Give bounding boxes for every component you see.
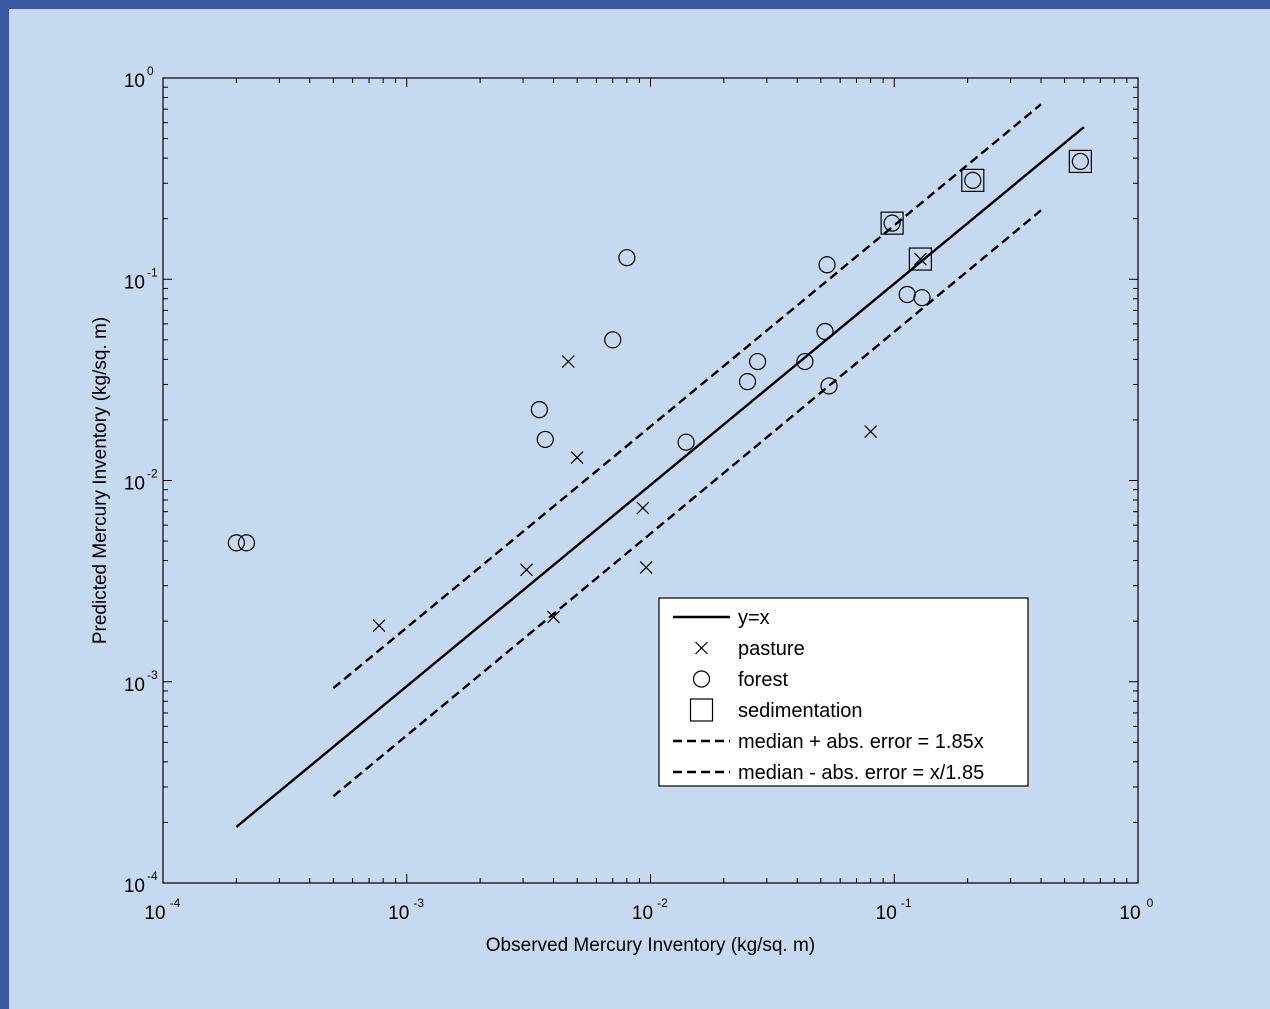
x-tick-labels: 10 -4 10 -3 10 -2 10 -1 10 0 bbox=[144, 896, 1153, 924]
x-tick-label: 10 bbox=[632, 903, 653, 924]
forest-point bbox=[227, 534, 245, 552]
forest-point bbox=[898, 285, 916, 304]
forest-point bbox=[818, 256, 836, 274]
x-marker-stroke bbox=[864, 425, 878, 439]
y-tick-exponent: 0 bbox=[147, 64, 154, 78]
x-marker-stroke bbox=[547, 610, 560, 624]
pasture-point bbox=[913, 252, 927, 266]
identity-line bbox=[235, 126, 1085, 828]
legend-label: pasture bbox=[738, 638, 805, 660]
y-tick-label: 10 bbox=[124, 272, 145, 293]
upper-error-line bbox=[332, 103, 1042, 690]
forest-point bbox=[796, 352, 814, 371]
pasture-point bbox=[864, 425, 878, 439]
forest-point bbox=[677, 433, 695, 451]
x-tick-exponent: -3 bbox=[413, 896, 424, 910]
forest-point bbox=[738, 373, 757, 391]
legend-label: forest bbox=[738, 669, 788, 691]
pasture-point bbox=[639, 560, 653, 574]
y-tick-label: 10 bbox=[124, 71, 145, 92]
y-tick-exponent: -2 bbox=[147, 467, 158, 481]
x-tick-label: 10 bbox=[388, 903, 409, 924]
legend-label: median - abs. error = x/1.85 bbox=[738, 762, 984, 784]
minor-ticks bbox=[163, 78, 1138, 883]
forest-point bbox=[237, 534, 256, 552]
legend-circle-marker bbox=[692, 670, 711, 688]
y-tick-label: 10 bbox=[124, 675, 145, 696]
pasture-point bbox=[636, 501, 650, 515]
legend-label: median + abs. error = 1.85x bbox=[738, 731, 984, 753]
x-tick-label: 10 bbox=[876, 903, 897, 924]
forest-point bbox=[964, 171, 982, 189]
x-marker-stroke bbox=[561, 355, 575, 368]
major-ticks bbox=[162, 77, 1139, 884]
forest-point bbox=[618, 249, 636, 267]
sedimentation-point bbox=[880, 211, 904, 235]
sedimentation-point bbox=[908, 247, 932, 271]
x-marker-stroke bbox=[639, 560, 653, 574]
forest-point bbox=[883, 214, 901, 232]
forest-point bbox=[530, 401, 548, 419]
pasture-point bbox=[520, 563, 533, 577]
pasture-point bbox=[547, 610, 560, 624]
data-points bbox=[227, 149, 1092, 633]
frame-top-bar bbox=[0, 0, 1270, 9]
forest-point bbox=[820, 377, 838, 395]
pasture-point bbox=[372, 619, 386, 633]
x-tick-exponent: -4 bbox=[170, 896, 181, 910]
forest-point bbox=[604, 331, 622, 349]
forest-point bbox=[748, 352, 767, 371]
forest-point bbox=[913, 289, 931, 307]
x-marker-stroke bbox=[913, 252, 927, 266]
pasture-point bbox=[561, 355, 575, 368]
y-tick-label: 10 bbox=[124, 876, 145, 897]
legend-label: y=x bbox=[738, 607, 770, 629]
x-marker-stroke bbox=[372, 619, 386, 633]
x-marker-stroke bbox=[570, 451, 584, 464]
y-tick-label: 10 bbox=[124, 474, 145, 495]
x-tick-label: 10 bbox=[144, 903, 165, 924]
x-tick-exponent: -1 bbox=[901, 896, 912, 910]
y-tick-exponent: -3 bbox=[147, 668, 158, 682]
x-marker-stroke bbox=[636, 501, 650, 515]
y-axis-title: Predicted Mercury Inventory (kg/sq. m) bbox=[90, 317, 111, 644]
y-tick-exponent: -4 bbox=[147, 869, 158, 883]
frame-left-bar bbox=[0, 0, 9, 1009]
sedimentation-point bbox=[1068, 149, 1092, 174]
forest-point bbox=[1071, 152, 1089, 171]
x-marker-stroke bbox=[695, 641, 708, 655]
x-tick-exponent: -2 bbox=[657, 896, 668, 910]
legend-square-marker bbox=[689, 698, 714, 722]
forest-point bbox=[536, 430, 554, 449]
legend-box bbox=[658, 597, 1029, 787]
legend-label: sedimentation bbox=[738, 700, 863, 722]
pasture-point bbox=[570, 451, 584, 464]
x-marker-stroke bbox=[520, 563, 533, 577]
sedimentation-point bbox=[961, 168, 985, 192]
reference-lines bbox=[235, 103, 1085, 828]
legend: y=x pasture forest sedimentation median + ab… bbox=[658, 597, 1029, 787]
x-tick-label: 10 bbox=[1119, 903, 1140, 924]
forest-point bbox=[816, 322, 834, 341]
legend-x-marker bbox=[695, 641, 708, 655]
x-axis-title: Observed Mercury Inventory (kg/sq. m) bbox=[486, 935, 815, 956]
y-tick-exponent: -1 bbox=[147, 265, 158, 279]
x-tick-exponent: 0 bbox=[1147, 896, 1154, 910]
